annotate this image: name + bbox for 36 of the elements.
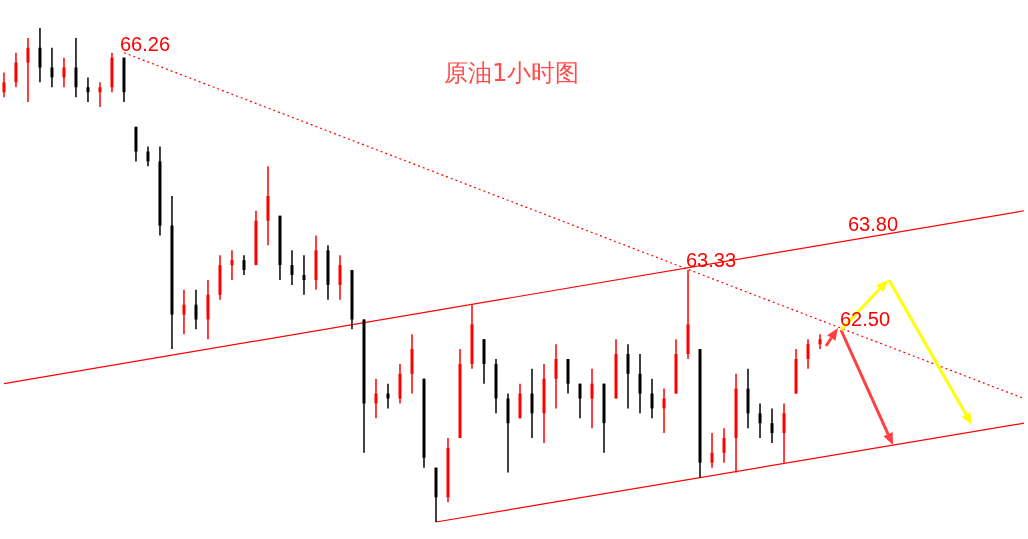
- candlestick: [98, 81, 102, 108]
- candlestick: [74, 37, 78, 98]
- candlestick: [26, 37, 30, 103]
- candlestick: [230, 249, 234, 281]
- candlestick: [554, 343, 558, 410]
- candlestick: [14, 51, 18, 89]
- candlestick: [758, 402, 762, 439]
- candlestick: [530, 368, 534, 439]
- candlestick: [638, 353, 642, 415]
- candlestick: [146, 145, 150, 168]
- candlestick: [818, 333, 822, 350]
- candlestick: [590, 368, 594, 429]
- candlestick: [806, 338, 810, 370]
- annotation: 66.26: [120, 33, 171, 56]
- candlestick: [194, 289, 198, 331]
- candlestick: [662, 387, 666, 434]
- candlestick: [578, 382, 582, 420]
- candlestick: [770, 407, 774, 444]
- candlestick: [86, 76, 90, 103]
- candlestick: [626, 343, 630, 410]
- candlestick: [710, 432, 714, 469]
- candlestick: [338, 254, 342, 301]
- candlestick: [50, 47, 54, 89]
- candlestick: [386, 382, 390, 410]
- candlestick: [650, 377, 654, 420]
- candlestick: [374, 377, 378, 420]
- annotation: 63.80: [848, 213, 899, 236]
- candlestick: [722, 427, 726, 464]
- candlestick: [182, 289, 186, 336]
- candlestick: [2, 71, 6, 98]
- text: 原油1小时图: [444, 58, 580, 89]
- candlestick: [290, 249, 294, 286]
- candlestick: [242, 254, 246, 276]
- candlestick: [62, 56, 66, 89]
- candlestick: [38, 27, 42, 84]
- candlestick: [302, 254, 306, 296]
